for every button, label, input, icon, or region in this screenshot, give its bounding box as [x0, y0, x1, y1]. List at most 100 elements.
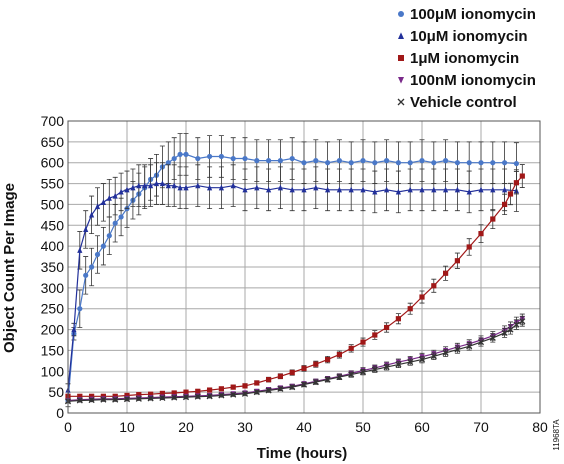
data-point	[324, 376, 331, 383]
data-point	[418, 356, 426, 363]
data-point	[171, 390, 177, 396]
data-point	[100, 243, 106, 249]
legend-label: 1μM ionomycin	[410, 50, 519, 67]
x-tick-label: 0	[64, 419, 72, 435]
data-point	[112, 396, 119, 403]
y-axis-title: Object Count Per Image	[1, 183, 18, 353]
data-point	[301, 160, 307, 166]
x-tick-label: 60	[414, 419, 430, 435]
data-point	[242, 186, 248, 193]
data-point	[300, 381, 308, 388]
legend-marker	[398, 11, 404, 17]
data-point	[94, 251, 101, 258]
series-layer	[64, 133, 526, 408]
data-point	[395, 316, 401, 322]
data-point	[348, 345, 354, 351]
data-point	[419, 158, 425, 164]
data-point	[395, 160, 401, 166]
legend-marker	[397, 98, 405, 106]
legend-marker	[398, 77, 404, 84]
legend-entry-3: 1μM ionomycin	[398, 50, 519, 67]
data-point	[253, 389, 260, 396]
data-point	[431, 186, 437, 193]
data-point	[513, 180, 519, 186]
data-point	[443, 186, 449, 193]
y-tick-label: 350	[41, 259, 65, 275]
data-point	[88, 397, 95, 404]
data-point	[159, 180, 165, 187]
data-point	[325, 160, 331, 166]
data-point	[195, 182, 201, 189]
data-point	[507, 191, 514, 197]
data-point	[513, 321, 520, 328]
data-point	[89, 393, 95, 399]
data-point	[89, 211, 95, 218]
data-point	[313, 361, 319, 367]
data-point	[89, 264, 95, 270]
data-point	[502, 201, 508, 208]
data-point	[165, 160, 171, 166]
data-point	[77, 393, 83, 399]
data-point	[77, 247, 83, 253]
data-point	[466, 244, 472, 250]
data-point	[277, 184, 283, 191]
data-point	[407, 359, 414, 366]
data-point	[159, 390, 165, 396]
data-point	[372, 188, 378, 195]
legend-entry-4: 100nM ionomycin	[398, 72, 536, 89]
data-point	[371, 366, 378, 373]
data-point	[442, 349, 449, 356]
data-point	[71, 326, 77, 333]
data-point	[230, 155, 236, 162]
y-tick-label: 150	[41, 342, 65, 358]
data-point	[218, 392, 225, 399]
data-point	[83, 226, 89, 233]
data-point	[477, 339, 485, 346]
data-point	[242, 155, 248, 162]
data-point	[159, 394, 166, 402]
data-point	[207, 387, 213, 393]
data-point	[336, 186, 342, 193]
y-tick-label: 50	[48, 384, 64, 400]
series-3	[65, 164, 525, 399]
data-point	[360, 158, 366, 164]
data-point	[135, 395, 142, 402]
data-point	[289, 369, 295, 376]
data-point	[277, 373, 283, 379]
data-point	[360, 186, 366, 193]
data-point	[407, 160, 413, 166]
data-point	[466, 160, 472, 166]
data-point	[478, 160, 484, 166]
data-point	[241, 390, 249, 397]
legend-marker	[398, 55, 404, 61]
data-point	[100, 396, 107, 403]
data-point	[289, 384, 296, 391]
data-point	[136, 182, 142, 189]
data-point	[466, 188, 472, 195]
data-point	[277, 385, 284, 392]
x-tick-label: 70	[473, 419, 489, 435]
data-point	[183, 151, 189, 157]
data-point	[407, 186, 413, 193]
data-point	[118, 214, 124, 220]
data-point	[77, 306, 83, 312]
data-point	[478, 231, 484, 237]
data-point	[171, 155, 177, 162]
series-2	[65, 162, 519, 397]
legend: 100μM ionomycin 10μM ionomycin 1μM ionomyc…	[397, 6, 536, 111]
y-tick-label: 400	[41, 238, 65, 254]
y-tick-label: 200	[41, 322, 65, 338]
data-point	[177, 151, 183, 157]
data-point	[336, 374, 343, 381]
data-point	[501, 329, 508, 336]
legend-label: Vehicle control	[410, 94, 517, 111]
data-point	[312, 379, 319, 386]
data-point	[171, 182, 177, 189]
legend-label: 100μM ionomycin	[410, 6, 536, 23]
data-point	[454, 258, 460, 264]
data-point	[454, 186, 460, 193]
data-point	[207, 153, 213, 160]
y-tick-label: 550	[41, 176, 65, 192]
data-point	[466, 343, 473, 350]
data-point	[230, 391, 237, 398]
